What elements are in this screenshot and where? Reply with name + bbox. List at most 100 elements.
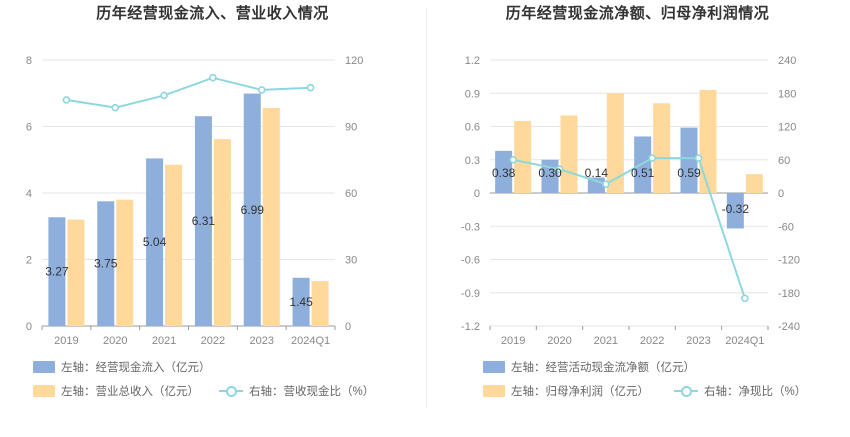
bar-primary xyxy=(48,217,66,326)
bar-secondary xyxy=(560,115,578,193)
chart-title: 历年经营现金流净额、归母净利润情况 xyxy=(505,5,770,22)
y-right-tick-label: 60 xyxy=(778,155,790,167)
data-label: 3.75 xyxy=(94,257,118,271)
bar-primary xyxy=(726,193,744,229)
legend-label: 右轴：营收现金比（%） xyxy=(249,386,375,398)
bar-secondary xyxy=(311,281,329,326)
y-left-tick-label: 2 xyxy=(26,255,32,267)
x-tick-label: 2021 xyxy=(152,335,176,347)
data-label: 5.04 xyxy=(143,235,167,249)
chart-plot-area: 0 2 4 6 8 0 30 60 90 120 2019 2020 2021 2022 2023 2024Q… xyxy=(26,55,363,347)
x-tick-label: 2022 xyxy=(640,335,664,347)
y-right-tick-label: -60 xyxy=(778,221,794,233)
bar-secondary xyxy=(213,139,231,326)
y-left-tick-label: 6 xyxy=(26,122,32,134)
y-left-tick-label: 0 xyxy=(474,188,480,200)
bar-secondary xyxy=(165,164,183,326)
bar-primary xyxy=(680,127,698,193)
legend-swatch-icon xyxy=(483,385,505,397)
y-right-tick-label: -180 xyxy=(778,288,800,300)
y-left-tick-label: 0.3 xyxy=(465,155,480,167)
y-left-tick-label: 8 xyxy=(26,55,32,67)
bar-secondary xyxy=(262,107,280,326)
y-left-tick-label: -1.2 xyxy=(461,321,480,333)
bar-primary xyxy=(292,277,310,326)
legend-label: 左轴：经营活动现金流净额（亿元） xyxy=(511,362,695,374)
y-right-tick-label: 60 xyxy=(345,188,357,200)
bar-primary xyxy=(634,136,652,193)
line-point xyxy=(160,91,168,100)
legend-line-marker-icon xyxy=(219,385,243,397)
bar-secondary xyxy=(67,219,85,326)
y-left-tick-label: 0.6 xyxy=(465,122,480,134)
y-left-tick-label: 0.9 xyxy=(465,88,480,100)
y-right-tick-label: 30 xyxy=(345,255,357,267)
data-label: -0.32 xyxy=(722,202,750,216)
legend-item-net-cash-flow[interactable]: 左轴：经营活动现金流净额（亿元） xyxy=(483,359,695,375)
line-point xyxy=(694,154,703,162)
data-label: 0.59 xyxy=(677,166,701,180)
legend-item-cash-inflow[interactable]: 左轴：经营现金流入（亿元） xyxy=(33,359,211,375)
legend-item-net-profit[interactable]: 左轴：归母净利润（亿元） xyxy=(483,383,649,399)
y-left-tick-label: 0 xyxy=(26,321,32,333)
y-left-tick-label: -0.6 xyxy=(461,255,480,267)
line-point xyxy=(257,86,266,94)
y-right-tick-label: 120 xyxy=(778,122,796,134)
chart-title: 历年经营现金流入、营业收入情况 xyxy=(96,5,329,22)
data-label: 6.31 xyxy=(192,214,216,228)
x-tick-label: 2023 xyxy=(686,335,710,347)
legend-item-net-cash-ratio[interactable]: 右轴：净现比（%） xyxy=(674,383,806,399)
data-label: 3.27 xyxy=(45,265,69,279)
x-tick-label: 2019 xyxy=(54,335,78,347)
data-label: 0.14 xyxy=(585,166,609,180)
y-right-tick-label: 0 xyxy=(778,188,784,200)
x-tick-label: 2021 xyxy=(594,335,618,347)
line-point xyxy=(62,96,71,104)
legend-swatch-icon xyxy=(33,361,55,373)
bar-primary xyxy=(194,116,212,326)
legend-line-marker-icon xyxy=(674,385,698,397)
y-right-tick-label: 90 xyxy=(345,122,357,134)
legend-item-ratio[interactable]: 右轴：营收现金比（%） xyxy=(219,383,374,399)
line-point xyxy=(306,83,315,92)
y-right-tick-label: -240 xyxy=(778,321,800,333)
x-tick-label: 2020 xyxy=(103,335,127,347)
line-series xyxy=(66,76,311,109)
bar-primary xyxy=(97,201,115,326)
bar-primary xyxy=(495,150,513,193)
bar-secondary xyxy=(699,89,717,193)
line-point xyxy=(111,103,120,112)
chart-plot-area: -1.2 -0.9 -0.6 -0.3 0 0.3 0.6 0.9 1.2 -240 -180 -12… xyxy=(461,55,800,347)
y-left-tick-label: 4 xyxy=(26,188,32,200)
y-left-tick-label: 1.2 xyxy=(465,55,480,67)
data-label: 6.99 xyxy=(241,203,265,217)
bar-secondary xyxy=(653,103,671,193)
data-label: 0.30 xyxy=(538,166,562,180)
data-label: 0.38 xyxy=(492,166,516,180)
line-point xyxy=(741,294,749,303)
line-point xyxy=(509,155,517,164)
legend-label: 右轴：净现比（%） xyxy=(704,386,807,398)
legend-swatch-icon xyxy=(483,361,505,373)
data-label: 1.45 xyxy=(289,295,313,309)
x-tick-label: 2022 xyxy=(201,335,225,347)
legend-label: 左轴：归母净利润（亿元） xyxy=(511,386,649,398)
data-label: 0.51 xyxy=(631,166,655,180)
bar-primary xyxy=(146,158,164,326)
x-tick-label: 2019 xyxy=(501,335,525,347)
line-series xyxy=(512,157,746,299)
x-tick-label: 2024Q1 xyxy=(725,335,764,347)
line-point xyxy=(648,154,656,162)
line-point xyxy=(209,73,217,82)
bar-secondary xyxy=(116,199,134,326)
x-tick-label: 2020 xyxy=(547,335,571,347)
y-right-tick-label: 180 xyxy=(778,88,796,100)
line-point xyxy=(555,165,564,173)
x-tick-label: 2023 xyxy=(250,335,274,347)
line-point xyxy=(602,180,610,188)
chart-panel-cash-inflow: 历年经营现金流入、营业收入情况 0 2 4 6 8 0 30 60 90 120 2019 2020 2… xyxy=(26,5,374,399)
legend-item-revenue[interactable]: 左轴：营业总收入（亿元） xyxy=(33,383,199,399)
legend-swatch-icon xyxy=(33,385,55,397)
bar-secondary xyxy=(745,174,763,193)
legend-label: 左轴：营业总收入（亿元） xyxy=(61,386,199,398)
